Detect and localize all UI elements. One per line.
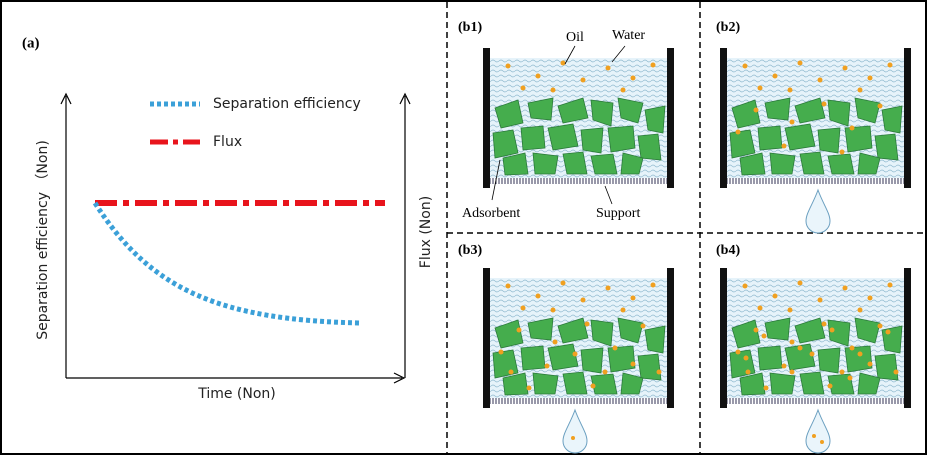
legend-text: Separation efficiency xyxy=(213,96,361,112)
x-axis-label: Time (Non) xyxy=(197,386,276,402)
panel-b4: (b4) xyxy=(716,243,912,454)
y-axis-label: Separation efficiency （Non) xyxy=(35,140,51,340)
axes xyxy=(60,92,411,384)
annotation: Support xyxy=(596,206,640,221)
efficiency-curve xyxy=(92,201,361,326)
panel-label: (b2) xyxy=(716,20,740,35)
panel-label: (b4) xyxy=(716,243,740,258)
panel-label: (b3) xyxy=(458,243,482,258)
annotation: Oil xyxy=(566,30,584,45)
panel-b3: (b3) xyxy=(458,243,675,454)
panel-b2: (b2) xyxy=(716,20,912,234)
y2-axis-label: Flux (Non) xyxy=(418,196,434,268)
panel-label: (b1) xyxy=(458,20,482,35)
annotation: Adsorbent xyxy=(462,206,520,221)
panel-label: (a) xyxy=(22,35,40,51)
annotation: Water xyxy=(612,28,645,43)
legend-text: Flux xyxy=(213,134,242,150)
panel-b1: (b1) Oil Water Adsorbent Support xyxy=(458,20,675,221)
